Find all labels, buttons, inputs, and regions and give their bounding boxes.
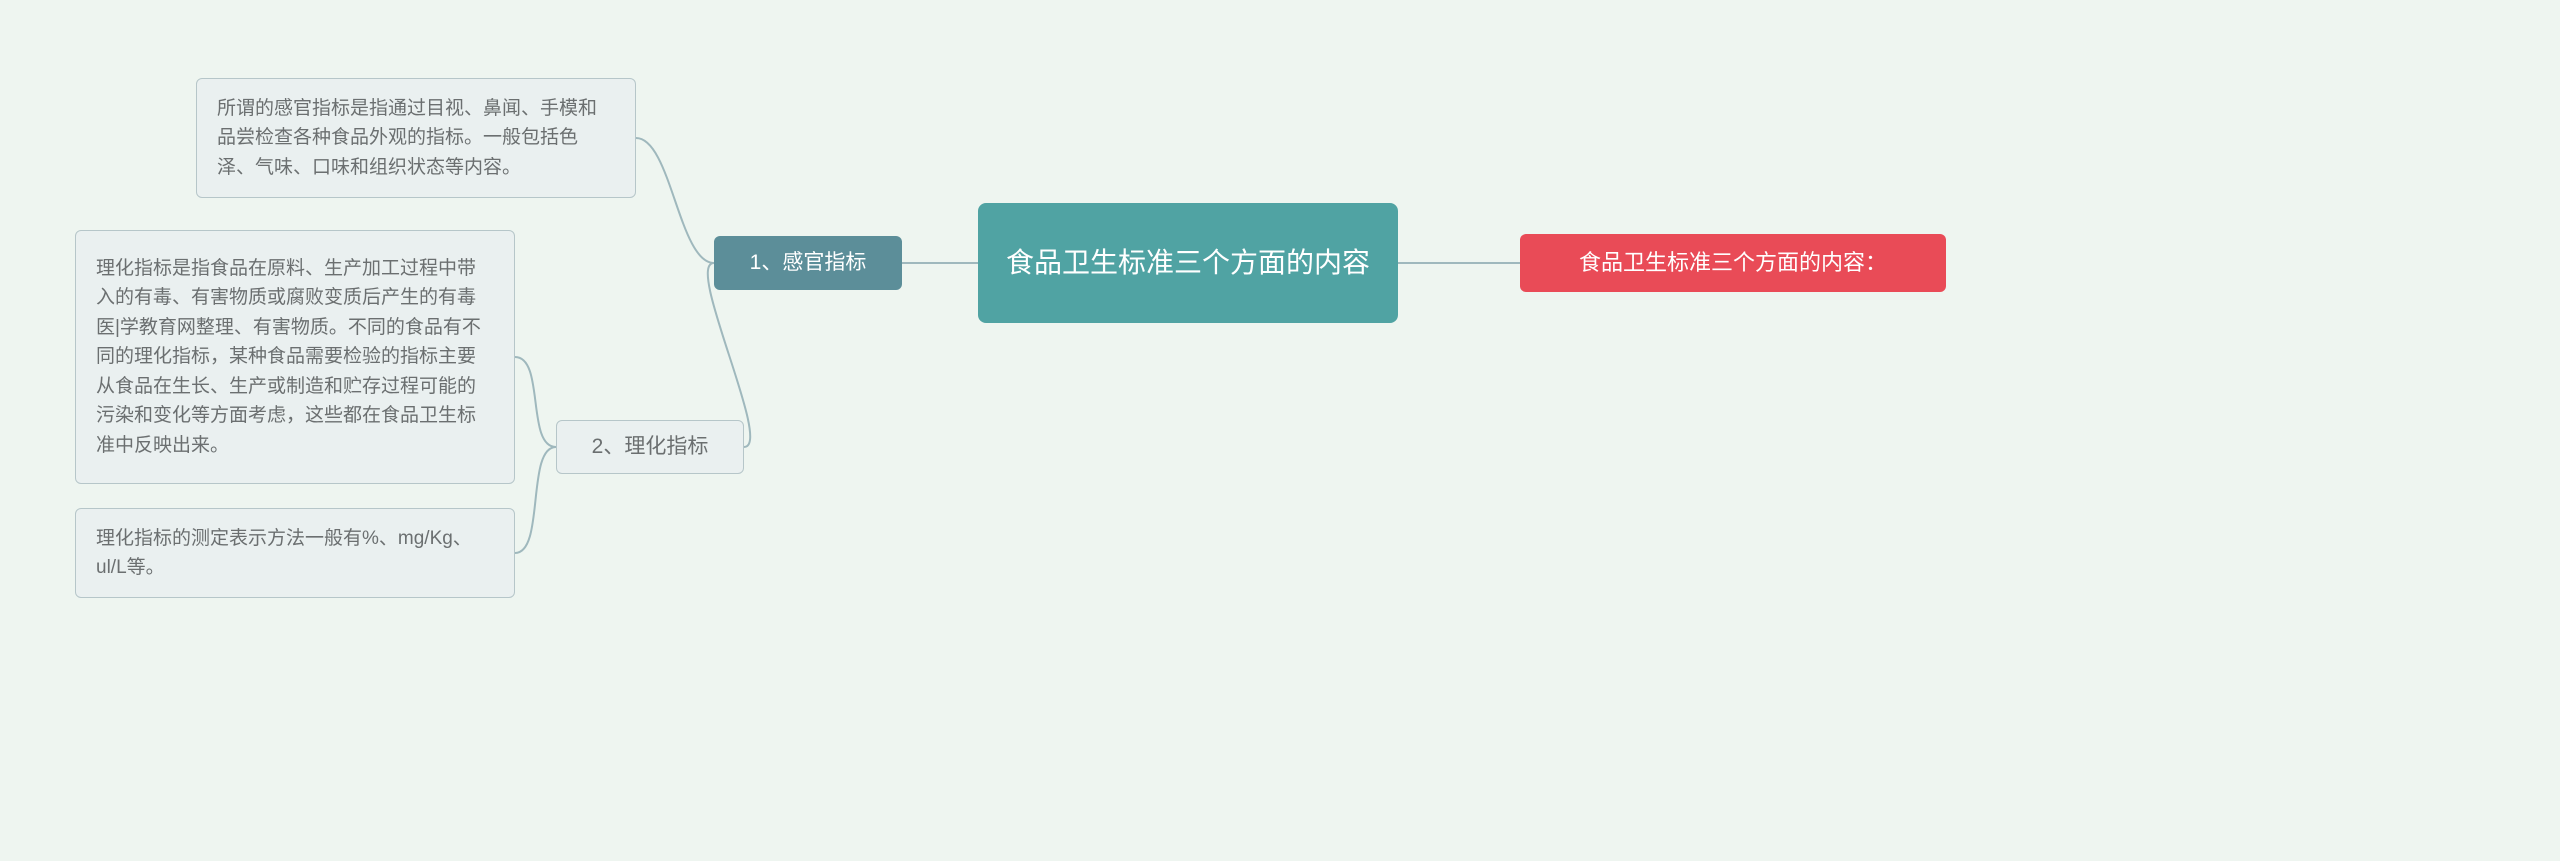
branch1-label: 1、感官指标: [750, 247, 867, 280]
leaf2-label: 理化指标是指食品在原料、生产加工过程中带入的有毒、有害物质或腐败变质后产生的有毒…: [96, 254, 494, 460]
leaf1-label: 所谓的感官指标是指通过目视、鼻闻、手模和品尝检查各种食品外观的指标。一般包括色泽…: [217, 94, 615, 182]
leaf3-label: 理化指标的测定表示方法一般有%、mg/Kg、ul/L等。: [96, 524, 494, 583]
right1-label: 食品卫生标准三个方面的内容：: [1579, 246, 1887, 280]
root-node: 食品卫生标准三个方面的内容: [978, 203, 1398, 323]
root-label: 食品卫生标准三个方面的内容: [1006, 241, 1370, 284]
leaf-node-1: 所谓的感官指标是指通过目视、鼻闻、手模和品尝检查各种食品外观的指标。一般包括色泽…: [196, 78, 636, 198]
left-branch-2: 2、理化指标: [556, 420, 744, 474]
left-branch-1: 1、感官指标: [714, 236, 902, 290]
branch2-label: 2、理化指标: [592, 431, 709, 464]
leaf-node-3: 理化指标的测定表示方法一般有%、mg/Kg、ul/L等。: [75, 508, 515, 598]
right-branch-1: 食品卫生标准三个方面的内容：: [1520, 234, 1946, 292]
leaf-node-2: 理化指标是指食品在原料、生产加工过程中带入的有毒、有害物质或腐败变质后产生的有毒…: [75, 230, 515, 484]
